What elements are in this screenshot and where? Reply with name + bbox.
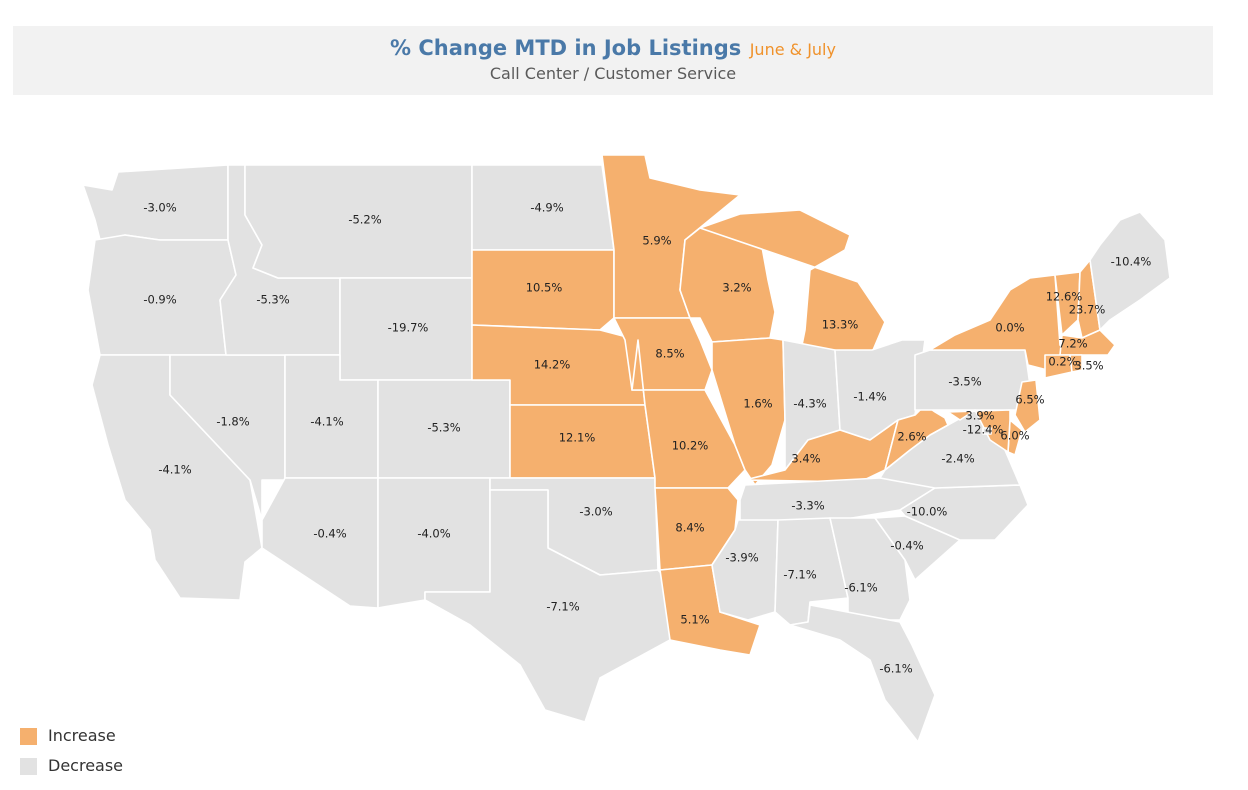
- state-label-co: -5.3%: [427, 421, 460, 435]
- legend-swatch-increase: [20, 728, 37, 745]
- state-label-pa: -3.5%: [948, 375, 981, 389]
- state-label-id: -5.3%: [256, 293, 289, 307]
- state-label-nj: 6.5%: [1015, 393, 1044, 407]
- state-label-oh: -1.4%: [853, 390, 886, 404]
- state-label-ut: -4.1%: [310, 415, 343, 429]
- state-label-wv: 2.6%: [897, 430, 926, 444]
- state-label-ky: 3.4%: [791, 452, 820, 466]
- state-label-ct: 0.2%: [1048, 355, 1077, 369]
- state-label-mt: -5.2%: [348, 213, 381, 227]
- state-label-nv: -1.8%: [216, 415, 249, 429]
- state-fl: [789, 604, 936, 743]
- state-label-ms: -3.9%: [725, 551, 758, 565]
- state-label-or: -0.9%: [143, 293, 176, 307]
- labels-layer: -3.0% -0.9% -4.1% -1.8% -5.3% -5.2% -19.7% -4.1…: [143, 201, 1151, 676]
- state-label-nd: -4.9%: [530, 201, 563, 215]
- chart-title-period: June & July: [749, 40, 836, 59]
- state-label-mo: 10.2%: [672, 439, 709, 453]
- state-sd: [471, 249, 615, 331]
- state-label-nh: 23.7%: [1069, 303, 1106, 317]
- state-label-ne: 14.2%: [534, 358, 571, 372]
- legend-swatch-decrease: [20, 758, 37, 775]
- state-label-al: -7.1%: [783, 568, 816, 582]
- state-label-wi: 3.2%: [722, 281, 751, 295]
- states-layer: [82, 154, 1171, 743]
- state-sc: [874, 515, 961, 581]
- chart-subtitle: Call Center / Customer Service: [489, 64, 737, 83]
- state-md: [947, 409, 1011, 453]
- title-banner: % Change MTD in Job Listings June & July…: [13, 26, 1213, 95]
- state-label-tx: -7.1%: [546, 600, 579, 614]
- state-label-nm: -4.0%: [417, 527, 450, 541]
- state-label-mn: 5.9%: [642, 234, 671, 248]
- state-ny: [929, 274, 1081, 373]
- state-label-sd: 10.5%: [526, 281, 563, 295]
- state-label-wa: -3.0%: [143, 201, 176, 215]
- title-line: % Change MTD in Job Listings June & July: [13, 36, 1213, 60]
- state-label-ar: 8.4%: [675, 521, 704, 535]
- state-tx: [424, 489, 671, 723]
- state-label-az: -0.4%: [313, 527, 346, 541]
- state-label-sc: -0.4%: [890, 539, 923, 553]
- state-label-la: 5.1%: [680, 613, 709, 627]
- state-label-ia: 8.5%: [655, 347, 684, 361]
- state-label-tn: -3.3%: [791, 499, 824, 513]
- state-label-me: -10.4%: [1111, 255, 1152, 269]
- state-me: [1089, 211, 1171, 331]
- legend-label-decrease: Decrease: [48, 756, 124, 775]
- legend-label-increase: Increase: [48, 726, 116, 745]
- state-label-ok: -3.0%: [579, 505, 612, 519]
- state-label-ca: -4.1%: [158, 463, 191, 477]
- state-label-ny: 0.0%: [995, 321, 1024, 335]
- state-label-mi: 13.3%: [822, 318, 859, 332]
- state-ri: [1069, 354, 1083, 373]
- state-label-ks: 12.1%: [559, 431, 596, 445]
- state-label-wy: -19.7%: [388, 321, 429, 335]
- state-label-il: 1.6%: [743, 397, 772, 411]
- state-dc: [982, 427, 992, 435]
- state-label-vt: 12.6%: [1046, 290, 1083, 304]
- state-label-nc: -10.0%: [907, 505, 948, 519]
- state-label-ga: -6.1%: [844, 581, 877, 595]
- state-label-ma: 7.2%: [1058, 337, 1087, 351]
- state-mi: [699, 209, 886, 366]
- state-nm: [377, 477, 491, 609]
- chart-title: % Change MTD in Job Listings: [390, 36, 742, 60]
- state-label-in: -4.3%: [793, 397, 826, 411]
- state-label-de: 6.0%: [1000, 429, 1029, 443]
- state-nj: [1014, 379, 1041, 433]
- state-label-md: 3.9%: [965, 409, 994, 423]
- state-label-dc: -12.4%: [963, 423, 1004, 437]
- state-az: [261, 477, 379, 609]
- state-label-ri: 3.5%: [1074, 359, 1103, 373]
- state-label-va: -2.4%: [941, 452, 974, 466]
- state-label-fl: -6.1%: [879, 662, 912, 676]
